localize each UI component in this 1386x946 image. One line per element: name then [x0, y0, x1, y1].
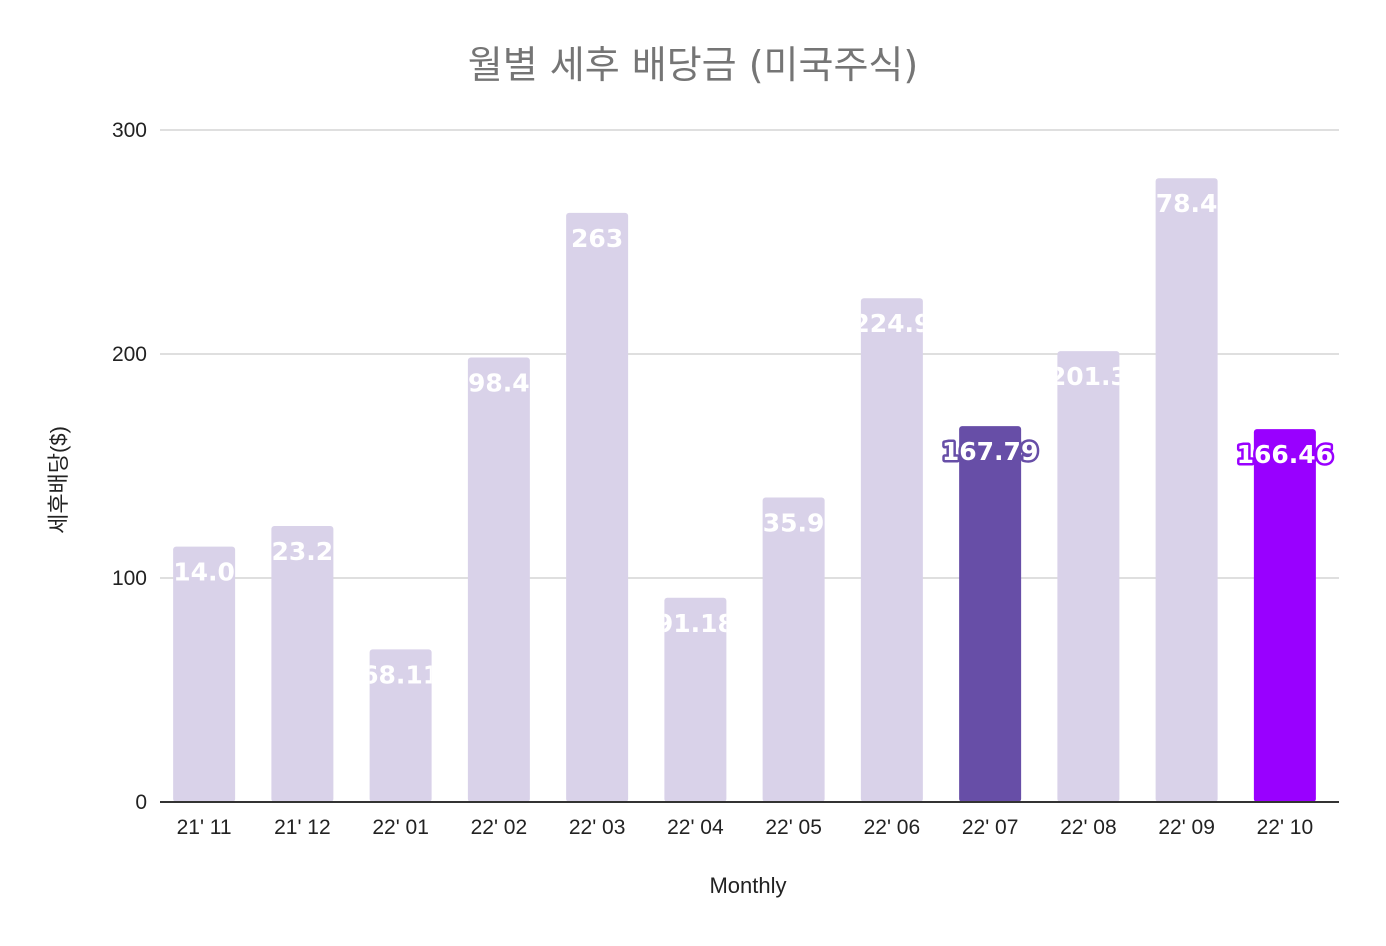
data-label: 263	[571, 224, 623, 253]
data-label: 114.02	[156, 558, 252, 587]
data-label: 135.94	[745, 508, 841, 537]
x-tick-label: 22' 03	[569, 816, 626, 839]
chart-title: 월별 세후 배당금 (미국주식)	[468, 43, 918, 87]
x-axis-label: Monthly	[709, 873, 786, 898]
bar	[1057, 351, 1120, 802]
x-tick-label: 22' 05	[765, 816, 822, 839]
x-tick-label: 22' 02	[471, 816, 528, 839]
bar	[271, 525, 334, 802]
data-label: 166.46	[1237, 440, 1333, 469]
bar	[664, 597, 727, 802]
x-tick-label: 22' 08	[1060, 816, 1117, 839]
bar	[959, 426, 1022, 802]
x-tick-label: 22' 01	[372, 816, 429, 839]
y-tick-label: 200	[112, 343, 147, 366]
bar	[369, 649, 432, 802]
x-tick-label: 22' 06	[864, 816, 921, 839]
data-label: 91.18	[656, 609, 735, 638]
y-tick-label: 0	[135, 791, 147, 814]
bar	[173, 546, 236, 802]
data-label: 167.79	[942, 437, 1038, 466]
bar	[1253, 429, 1316, 802]
data-label: 201.3	[1049, 362, 1128, 391]
x-tick-label: 22' 09	[1158, 816, 1215, 839]
x-tick-label: 21' 12	[274, 816, 331, 839]
data-label: 278.46	[1138, 189, 1234, 218]
data-label: 198.43	[451, 369, 547, 398]
data-label: 68.11	[361, 660, 440, 689]
x-tick-label: 22' 04	[667, 816, 724, 839]
x-tick-label: 22' 07	[962, 816, 1019, 839]
bar	[1155, 178, 1218, 802]
bar	[860, 298, 923, 802]
bar	[762, 497, 825, 802]
data-label: 123.23	[254, 537, 350, 566]
x-axis-ticks: 21' 11 21' 12 22' 01 22' 02 22' 03 22' 04 22' …	[177, 816, 1314, 839]
y-axis-label: 세후배당($)	[46, 426, 71, 534]
data-label: 224.9	[852, 309, 931, 338]
x-tick-label: 22' 10	[1257, 816, 1314, 839]
bar	[467, 357, 530, 802]
x-tick-label: 21' 11	[177, 816, 232, 839]
y-tick-label: 300	[112, 119, 147, 142]
bar	[566, 212, 629, 802]
y-tick-label: 100	[112, 567, 147, 590]
gridlines	[160, 129, 1339, 579]
y-axis-ticks: 0 100 200 300	[112, 119, 147, 814]
